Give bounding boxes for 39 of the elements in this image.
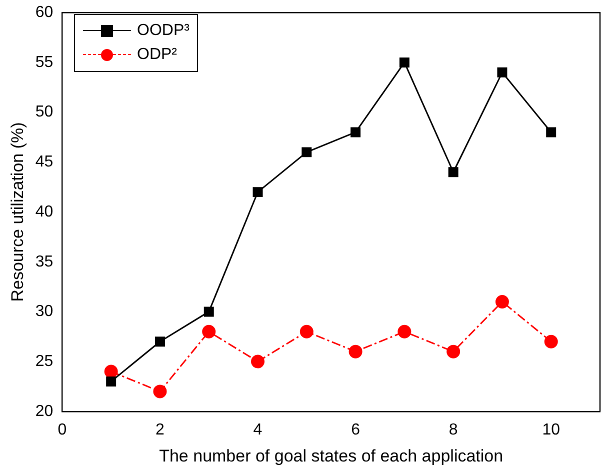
point (497, 67, 508, 78)
point (106, 376, 116, 386)
y-tick-label: 35 (35, 253, 54, 270)
point (154, 336, 165, 347)
point (251, 354, 265, 368)
y-tick-label: 50 (35, 104, 54, 121)
x-tick-label: 10 (542, 421, 560, 438)
x-tick-label: 8 (448, 421, 458, 438)
point (300, 324, 314, 338)
point (302, 147, 312, 158)
legend-label: OODP³ (137, 22, 190, 40)
point (252, 187, 263, 198)
point (153, 384, 167, 398)
x-axis-title: The number of goal states of each application (159, 446, 504, 466)
point (104, 364, 118, 378)
x-tick-label: 4 (253, 421, 262, 438)
y-tick-label: 30 (35, 303, 54, 320)
x-tick-label: 0 (58, 421, 67, 438)
y-axis-title: Resource utilization (%) (8, 122, 27, 302)
y-tick-label: 25 (35, 352, 54, 370)
legend-label: ODP² (137, 46, 177, 64)
y-tick-label: 55 (35, 54, 54, 71)
point (448, 167, 458, 178)
y-tick-label: 45 (35, 154, 54, 171)
point (350, 127, 361, 138)
point (202, 324, 216, 338)
y-tick-label: 60 (35, 4, 54, 22)
point (544, 334, 558, 348)
point (348, 344, 362, 358)
x-tick-label: 6 (351, 421, 360, 438)
point (495, 294, 509, 308)
y-tick-label: 40 (35, 203, 54, 220)
point (398, 324, 412, 338)
point (546, 127, 556, 138)
y-tick-label: 20 (35, 402, 54, 420)
point (399, 57, 410, 68)
x-tick-label: 2 (156, 421, 165, 438)
point (204, 306, 214, 317)
point (446, 344, 460, 358)
